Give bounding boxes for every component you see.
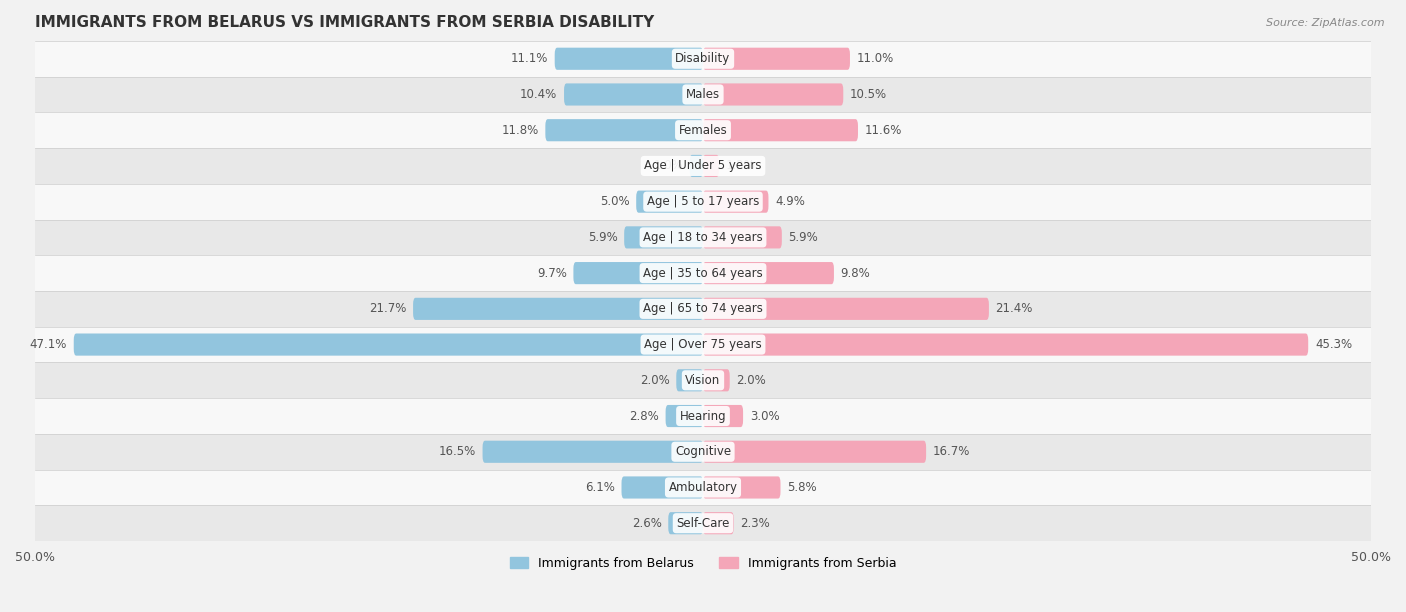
Text: 6.1%: 6.1% (585, 481, 614, 494)
Text: 45.3%: 45.3% (1315, 338, 1353, 351)
Text: Age | 18 to 34 years: Age | 18 to 34 years (643, 231, 763, 244)
Text: 2.6%: 2.6% (631, 517, 662, 530)
Text: 2.3%: 2.3% (741, 517, 770, 530)
FancyBboxPatch shape (564, 83, 703, 105)
Text: Disability: Disability (675, 52, 731, 65)
Bar (35, 76, 1371, 113)
Text: 47.1%: 47.1% (30, 338, 67, 351)
Text: 11.1%: 11.1% (510, 52, 548, 65)
Text: Age | 5 to 17 years: Age | 5 to 17 years (647, 195, 759, 208)
FancyBboxPatch shape (668, 512, 703, 534)
Bar (35, 113, 1371, 148)
FancyBboxPatch shape (703, 369, 730, 391)
Legend: Immigrants from Belarus, Immigrants from Serbia: Immigrants from Belarus, Immigrants from… (505, 552, 901, 575)
Text: Age | 35 to 64 years: Age | 35 to 64 years (643, 267, 763, 280)
Text: Age | 65 to 74 years: Age | 65 to 74 years (643, 302, 763, 315)
Text: 2.0%: 2.0% (737, 374, 766, 387)
FancyBboxPatch shape (703, 83, 844, 105)
FancyBboxPatch shape (703, 334, 1308, 356)
Bar (35, 41, 1371, 76)
FancyBboxPatch shape (574, 262, 703, 284)
FancyBboxPatch shape (413, 298, 703, 320)
FancyBboxPatch shape (73, 334, 703, 356)
FancyBboxPatch shape (546, 119, 703, 141)
Text: 10.5%: 10.5% (851, 88, 887, 101)
FancyBboxPatch shape (703, 476, 780, 499)
FancyBboxPatch shape (555, 48, 703, 70)
FancyBboxPatch shape (624, 226, 703, 248)
Text: 21.4%: 21.4% (995, 302, 1033, 315)
Text: 1.0%: 1.0% (654, 160, 683, 173)
Text: 5.0%: 5.0% (600, 195, 630, 208)
Bar (35, 506, 1371, 541)
FancyBboxPatch shape (636, 190, 703, 213)
Text: 5.9%: 5.9% (789, 231, 818, 244)
Text: 16.7%: 16.7% (932, 446, 970, 458)
Text: 5.9%: 5.9% (588, 231, 617, 244)
FancyBboxPatch shape (703, 298, 988, 320)
Text: 1.2%: 1.2% (725, 160, 755, 173)
Text: Hearing: Hearing (679, 409, 727, 422)
Text: Males: Males (686, 88, 720, 101)
Text: 16.5%: 16.5% (439, 446, 475, 458)
FancyBboxPatch shape (665, 405, 703, 427)
FancyBboxPatch shape (703, 405, 744, 427)
Text: Source: ZipAtlas.com: Source: ZipAtlas.com (1267, 18, 1385, 28)
Text: 4.9%: 4.9% (775, 195, 806, 208)
Text: 10.4%: 10.4% (520, 88, 557, 101)
FancyBboxPatch shape (703, 190, 769, 213)
FancyBboxPatch shape (703, 512, 734, 534)
Text: 11.6%: 11.6% (865, 124, 903, 136)
Bar (35, 434, 1371, 469)
FancyBboxPatch shape (676, 369, 703, 391)
Bar (35, 327, 1371, 362)
Text: 5.8%: 5.8% (787, 481, 817, 494)
Bar (35, 469, 1371, 506)
Bar (35, 184, 1371, 220)
Bar (35, 398, 1371, 434)
FancyBboxPatch shape (703, 119, 858, 141)
FancyBboxPatch shape (689, 155, 703, 177)
FancyBboxPatch shape (621, 476, 703, 499)
Text: 21.7%: 21.7% (368, 302, 406, 315)
FancyBboxPatch shape (482, 441, 703, 463)
Bar (35, 255, 1371, 291)
Text: Age | Under 5 years: Age | Under 5 years (644, 160, 762, 173)
FancyBboxPatch shape (703, 226, 782, 248)
Text: Females: Females (679, 124, 727, 136)
Text: Cognitive: Cognitive (675, 446, 731, 458)
Text: 2.8%: 2.8% (628, 409, 659, 422)
Bar (35, 220, 1371, 255)
Text: 9.8%: 9.8% (841, 267, 870, 280)
Text: 9.7%: 9.7% (537, 267, 567, 280)
Text: 11.0%: 11.0% (856, 52, 894, 65)
Text: IMMIGRANTS FROM BELARUS VS IMMIGRANTS FROM SERBIA DISABILITY: IMMIGRANTS FROM BELARUS VS IMMIGRANTS FR… (35, 15, 654, 30)
Text: 11.8%: 11.8% (502, 124, 538, 136)
Text: Ambulatory: Ambulatory (668, 481, 738, 494)
Text: Self-Care: Self-Care (676, 517, 730, 530)
FancyBboxPatch shape (703, 48, 851, 70)
Bar (35, 362, 1371, 398)
Text: 2.0%: 2.0% (640, 374, 669, 387)
Text: Age | Over 75 years: Age | Over 75 years (644, 338, 762, 351)
FancyBboxPatch shape (703, 262, 834, 284)
Bar (35, 148, 1371, 184)
FancyBboxPatch shape (703, 155, 718, 177)
Text: Vision: Vision (685, 374, 721, 387)
Text: 3.0%: 3.0% (749, 409, 779, 422)
Bar (35, 291, 1371, 327)
FancyBboxPatch shape (703, 441, 927, 463)
